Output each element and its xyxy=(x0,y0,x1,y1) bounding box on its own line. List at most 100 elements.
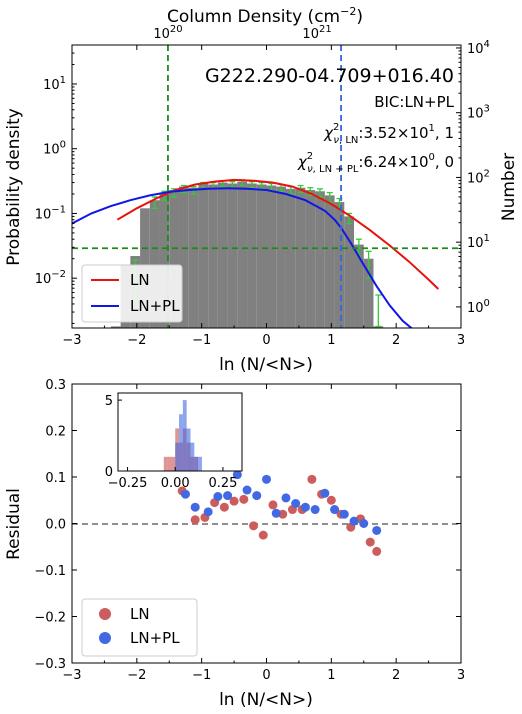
legend-lnpl-marker xyxy=(99,632,111,644)
histogram-bar xyxy=(208,184,218,328)
histogram-bar xyxy=(178,186,189,328)
lnpl-residual-point xyxy=(300,502,310,512)
lnpl-residual-point xyxy=(232,470,242,480)
y-tick-label: −0.3 xyxy=(34,657,66,672)
inset-lnpl-bar xyxy=(179,414,183,471)
inset: −0.25 0.00 0.25 0 5 xyxy=(105,392,243,491)
y-tick-label: −0.2 xyxy=(34,611,66,626)
right-tick-label: 103 xyxy=(467,104,490,122)
lnpl-residual-point xyxy=(213,492,223,502)
lnpl-residual-point xyxy=(372,525,382,535)
lnpl-residual-point xyxy=(310,505,320,515)
lnpl-residual-point xyxy=(359,519,369,528)
lnpl-residual-point xyxy=(180,489,190,499)
x-tick-label: −1 xyxy=(192,333,211,348)
lnpl-residual-point xyxy=(281,493,291,503)
chi-ln-text: χ2 ν, LN:3.52×101, 1 xyxy=(323,122,454,146)
y-tick-label: 0.3 xyxy=(45,378,66,393)
histogram-bar xyxy=(217,182,228,328)
histogram-bar xyxy=(169,190,179,328)
ln-residual-point xyxy=(219,502,229,512)
lnpl-residual-point xyxy=(223,491,233,501)
inset-lnpl-bar xyxy=(175,442,180,471)
x-tick-label: 1 xyxy=(327,333,335,348)
ln-residual-point xyxy=(268,500,278,510)
x-tick-label: 0 xyxy=(262,668,270,683)
histogram-bar xyxy=(237,181,248,328)
inset-lnpl-bar xyxy=(198,456,202,471)
top-axis-tick-label: 1021 xyxy=(302,24,331,42)
inset-x-tick-label: 0.25 xyxy=(208,476,237,491)
bic-text: BIC:LN+PL xyxy=(374,93,454,111)
chart-title: G222.290-04.709+016.40 xyxy=(205,65,454,87)
top-y-axis-label: Probability density xyxy=(4,108,24,266)
bottom-y-axis-label: Residual xyxy=(4,488,24,560)
top-panel: Column Density (cm−2) 1020 1021 −3 −2 −1 0 1 2… xyxy=(4,5,519,375)
histogram-bar xyxy=(159,193,170,328)
ln-residual-point xyxy=(307,474,317,484)
bottom-panel: −3 −2 −1 0 1 2 3 −0.3 −0.2 −0.1 0.0 0.1 0.2 0.3 −0.2… xyxy=(4,378,465,710)
top-x-axis-label: ln (N/<N>) xyxy=(219,355,313,375)
legend-ln-marker xyxy=(99,608,111,620)
lnpl-residual-point xyxy=(320,488,330,498)
top-x-ticks: −3 −2 −1 0 1 2 3 xyxy=(62,45,465,348)
inset-ln-bar xyxy=(163,456,168,471)
inset-lnpl-bar xyxy=(194,456,199,471)
histogram-bar xyxy=(363,258,374,328)
y-tick-label: −0.1 xyxy=(34,564,66,579)
right-tick-label: 101 xyxy=(467,233,490,251)
inset-lnpl-bar xyxy=(182,400,187,471)
x-tick-label: −2 xyxy=(127,668,146,683)
inset-lnpl-bar xyxy=(190,442,195,471)
ln-residual-point xyxy=(249,521,259,531)
histogram-bar xyxy=(305,190,316,328)
y-tick-label: 10−2 xyxy=(35,269,66,287)
histogram-bar xyxy=(198,183,209,328)
histogram-bar xyxy=(247,183,257,328)
bottom-x-axis-label: ln (N/<N>) xyxy=(219,690,313,710)
histogram-bar xyxy=(149,200,160,328)
lnpl-residual-point xyxy=(271,508,281,518)
lnpl-residual-point xyxy=(330,505,340,515)
y-tick-label: 100 xyxy=(43,140,66,158)
x-tick-label: 2 xyxy=(392,668,400,683)
x-tick-label: 1 xyxy=(327,668,335,683)
inset-bars xyxy=(163,400,202,471)
histogram-bar xyxy=(344,216,355,328)
inset-y-tick-label: 5 xyxy=(105,394,113,409)
bottom-legend: LN LN+PL xyxy=(81,598,198,657)
lnpl-residual-point xyxy=(349,516,359,526)
residual-points xyxy=(177,470,382,556)
x-tick-label: −1 xyxy=(192,668,211,683)
y-tick-label: 0.0 xyxy=(45,518,66,533)
lnpl-residual-point xyxy=(252,491,262,501)
histogram-bar xyxy=(295,187,306,328)
legend-lnpl-marker-label: LN+PL xyxy=(130,629,180,647)
histogram-bar xyxy=(110,326,121,328)
top-legend: LN LN+PL xyxy=(81,264,183,323)
ln-residual-point xyxy=(239,494,249,504)
ln-residual-point xyxy=(229,496,239,506)
ln-residual-point xyxy=(258,530,268,540)
ln-residual-point xyxy=(365,537,375,547)
ln-residual-point xyxy=(372,546,382,556)
histogram-bar xyxy=(188,187,199,328)
right-tick-label: 102 xyxy=(467,168,490,186)
lnpl-residual-point xyxy=(291,499,301,509)
x-tick-label: 3 xyxy=(457,668,465,683)
histogram-bar xyxy=(324,195,335,328)
right-tick-label: 100 xyxy=(467,298,490,316)
histogram-bar xyxy=(256,184,267,328)
x-tick-label: 3 xyxy=(457,333,465,348)
inset-x-tick-label: 0.00 xyxy=(161,476,190,491)
top-y-ticks: 10−2 10−1 100 101 xyxy=(35,44,77,324)
ln-residual-point xyxy=(326,495,336,505)
lnpl-residual-point xyxy=(190,502,200,512)
right-y-axis-label: Number xyxy=(499,153,519,221)
inset-x-tick-label: −0.25 xyxy=(108,476,148,491)
y-tick-label: 0.1 xyxy=(45,471,66,486)
legend-lnpl-label: LN+PL xyxy=(130,297,180,315)
histogram-bar xyxy=(285,188,296,328)
x-tick-label: 0 xyxy=(262,333,270,348)
